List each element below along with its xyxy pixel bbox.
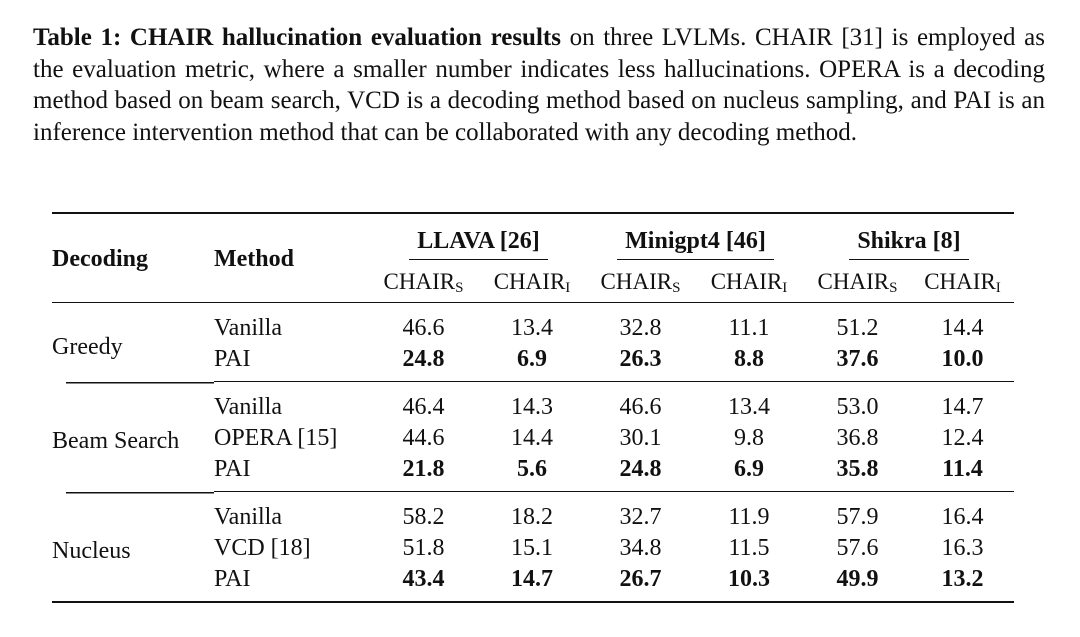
- value-cell: 8.8: [734, 346, 764, 372]
- table-row: Greedy Vanilla 46.6 13.4 32.8 11.1 51.2 14.4: [52, 302, 1014, 360]
- value-cell: 36.8: [836, 425, 879, 451]
- value-cell: 16.3: [941, 535, 984, 561]
- table-row: PAI 24.8 6.9 26.3 8.8 37.6 10.0: [52, 344, 1014, 382]
- value-cell: 21.8: [402, 456, 445, 482]
- metric-header-row: CHAIRS CHAIRI CHAIRS CHAIRI CHAIRS CHAIRI: [52, 264, 1014, 303]
- value-cell: 26.3: [619, 346, 662, 372]
- value-cell: 46.6: [587, 381, 694, 423]
- caption-text: on three LVLMs. CHAIR [31] is employed a…: [33, 24, 1045, 146]
- value-cell: 57.9: [804, 491, 911, 533]
- decoding-cell: Nucleus: [52, 491, 214, 602]
- value-cell: 9.8: [734, 425, 764, 451]
- table-row: OPERA [15] 44.6 14.4 30.1 9.8 36.8 12.4: [52, 423, 1014, 454]
- table-row: Nucleus Vanilla 58.2 18.2 32.7 11.9 57.9 16.4: [52, 491, 1014, 602]
- value-cell: 14.7: [511, 566, 553, 592]
- value-cell: 15.1: [511, 535, 553, 561]
- metric-chair-i-1: CHAIRI: [710, 269, 788, 296]
- decoding-cell: Beam Search: [52, 381, 214, 492]
- method-cell: PAI: [214, 456, 251, 482]
- value-cell: 13.4: [694, 381, 804, 423]
- metric-chair-i-2: CHAIRI: [924, 269, 1001, 296]
- decoding-cell: Greedy: [52, 333, 123, 360]
- value-cell: 6.9: [734, 456, 764, 482]
- header-model-shikra: Shikra [8]: [804, 213, 1014, 264]
- value-cell: 43.4: [402, 566, 445, 592]
- value-cell: 51.2: [836, 315, 879, 341]
- value-cell: 14.4: [941, 315, 984, 341]
- value-cell: 11.1: [728, 315, 770, 341]
- table-row: PAI 21.8 5.6 24.8 6.9 35.8 11.4: [52, 454, 1014, 492]
- value-cell: 16.4: [911, 491, 1014, 533]
- value-cell: 53.0: [804, 381, 911, 423]
- metric-chair-s-2: CHAIRS: [817, 269, 898, 296]
- value-cell: 6.9: [517, 346, 547, 372]
- value-cell: 11.9: [694, 491, 804, 533]
- header-model-minigpt4: Minigpt4 [46]: [587, 213, 804, 264]
- table-row: VCD [18] 51.8 15.1 34.8 11.5 57.6 16.3: [52, 533, 1014, 564]
- value-cell: 24.8: [402, 346, 445, 372]
- results-table: Decoding Method LLAVA [26] Minigpt4 [46]…: [52, 212, 1014, 603]
- value-cell: 35.8: [836, 456, 879, 482]
- value-cell: 12.4: [941, 425, 984, 451]
- value-cell: 11.5: [728, 535, 770, 561]
- value-cell: 13.2: [941, 566, 984, 592]
- value-cell: 26.7: [619, 566, 662, 592]
- value-cell: 46.6: [402, 315, 445, 341]
- value-cell: 14.4: [511, 425, 553, 451]
- table-row: PAI 43.4 14.7 26.7 10.3 49.9 13.2: [52, 564, 1014, 602]
- caption-label: Table 1: CHAIR hallucination evaluation …: [33, 24, 561, 51]
- method-cell: PAI: [214, 346, 251, 372]
- value-cell: 30.1: [619, 425, 662, 451]
- value-cell: 13.4: [511, 315, 553, 341]
- value-cell: 34.8: [619, 535, 662, 561]
- header-model-llava: LLAVA [26]: [370, 213, 587, 264]
- method-cell: PAI: [214, 566, 251, 592]
- metric-chair-s-1: CHAIRS: [600, 269, 681, 296]
- value-cell: 51.8: [402, 535, 445, 561]
- value-cell: 14.3: [477, 381, 587, 423]
- value-cell: 37.6: [836, 346, 879, 372]
- value-cell: 58.2: [370, 491, 477, 533]
- value-cell: 18.2: [477, 491, 587, 533]
- table-caption: Table 1: CHAIR hallucination evaluation …: [33, 22, 1045, 148]
- method-cell: OPERA [15]: [214, 425, 338, 451]
- value-cell: 46.4: [370, 381, 477, 423]
- metric-chair-s-0: CHAIRS: [383, 269, 464, 296]
- table-row: Beam Search Vanilla 46.4 14.3 46.6 13.4 53.0 14…: [52, 381, 1014, 492]
- value-cell: 5.6: [517, 456, 547, 482]
- metric-chair-i-0: CHAIRI: [493, 269, 571, 296]
- header-method: Method: [214, 245, 294, 272]
- value-cell: 24.8: [619, 456, 662, 482]
- value-cell: 44.6: [402, 425, 445, 451]
- method-cell: Vanilla: [214, 315, 282, 341]
- value-cell: 32.8: [619, 315, 662, 341]
- value-cell: 14.7: [911, 381, 1014, 423]
- value-cell: 10.3: [728, 566, 770, 592]
- method-cell: VCD [18]: [214, 535, 311, 561]
- value-cell: 57.6: [836, 535, 879, 561]
- table-body: Greedy Vanilla 46.6 13.4 32.8 11.1 51.2 14.4 PAI…: [52, 302, 1014, 602]
- method-cell: Vanilla: [214, 491, 370, 533]
- method-cell: Vanilla: [214, 381, 370, 423]
- value-cell: 49.9: [836, 566, 879, 592]
- value-cell: 10.0: [941, 346, 984, 372]
- header-decoding: Decoding: [52, 245, 148, 272]
- value-cell: 32.7: [587, 491, 694, 533]
- value-cell: 11.4: [942, 456, 983, 482]
